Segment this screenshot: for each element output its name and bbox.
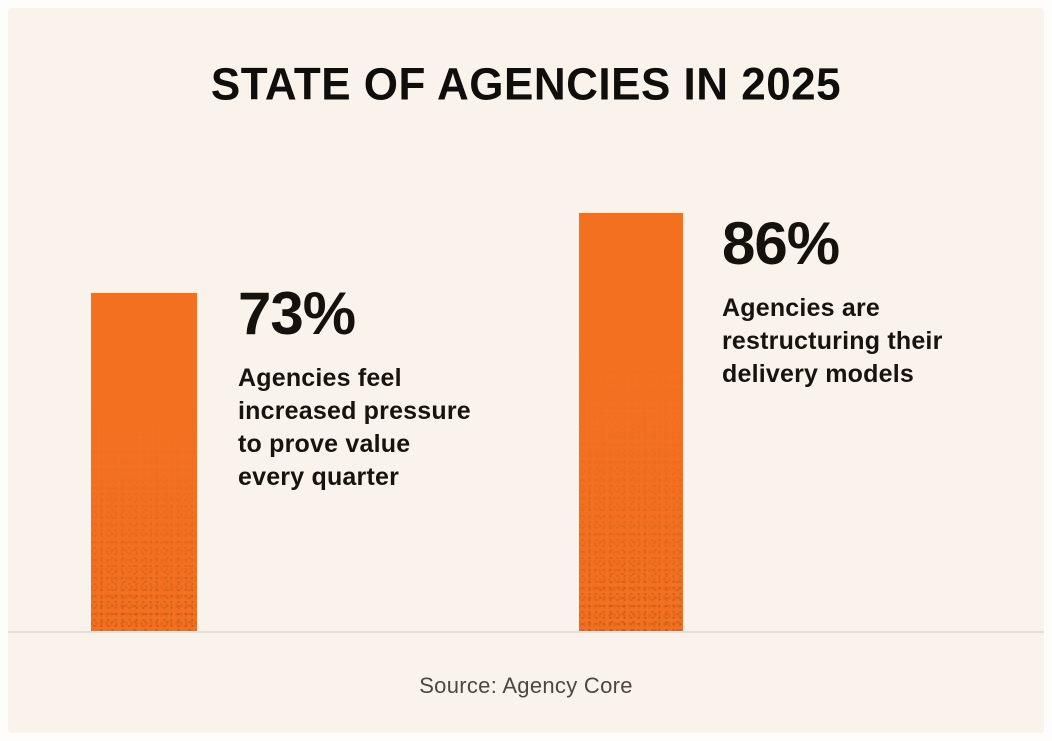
bar-73-percent bbox=[91, 293, 197, 631]
stat-label-86: Agencies are restructuring their deliver… bbox=[722, 294, 943, 388]
stat-value-73: 73% bbox=[238, 280, 356, 347]
source-note: Source: Agency Core bbox=[419, 673, 633, 698]
stat-block-1: 73% Agencies feel increased pressure to … bbox=[238, 284, 518, 494]
bar-86-percent bbox=[579, 213, 683, 631]
chart-baseline bbox=[8, 631, 1044, 633]
infographic-card: STATE OF AGENCIES IN 2025 73% Agencies f… bbox=[8, 8, 1044, 733]
chart-title: STATE OF AGENCIES IN 2025 bbox=[210, 59, 842, 110]
stat-value-86: 86% bbox=[722, 210, 840, 277]
stat-block-2: 86% Agencies are restructuring their del… bbox=[722, 214, 992, 391]
stat-label-73: Agencies feel increased pressure to prov… bbox=[238, 364, 471, 491]
